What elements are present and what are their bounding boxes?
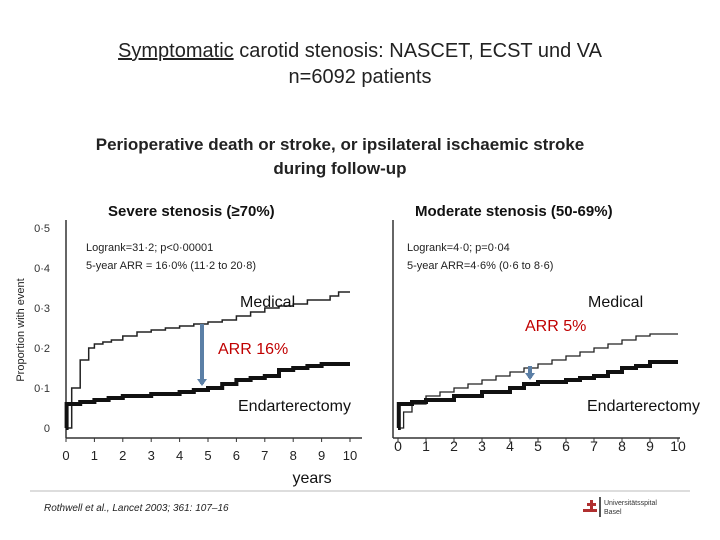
x-tick-label: 8 bbox=[290, 448, 297, 463]
y-tick-label: 0·2 bbox=[34, 343, 50, 355]
right-series-medical bbox=[398, 333, 678, 429]
y-axis-label: Proportion with event bbox=[15, 278, 27, 381]
x-tick-label: 4 bbox=[506, 438, 514, 454]
right-panel-title: Moderate stenosis (50-69%) bbox=[415, 203, 613, 220]
right-series-endarterectomy bbox=[396, 360, 678, 430]
x-tick-label: 0 bbox=[394, 438, 402, 454]
y-tick-label: 0·5 bbox=[34, 223, 50, 235]
x-axis-label: years bbox=[292, 470, 331, 487]
logo-divider bbox=[599, 497, 601, 517]
left-series-medical bbox=[66, 291, 350, 429]
arr-arrowhead bbox=[525, 373, 535, 380]
x-tick-label: 2 bbox=[450, 438, 458, 454]
left-series-endarterectomy bbox=[64, 362, 350, 430]
x-tick-label: 3 bbox=[478, 438, 486, 454]
subtitle-line2: during follow-up bbox=[273, 159, 407, 178]
right-endarterectomy-label: Endarterectomy bbox=[587, 398, 700, 415]
right-stat-line2: 5-year ARR=4·6% (0·6 to 8·6) bbox=[407, 260, 553, 272]
x-tick-label: 6 bbox=[562, 438, 570, 454]
hospital-logo: Universitätsspital Basel bbox=[583, 497, 657, 517]
left-arr-label: ARR 16% bbox=[218, 341, 288, 358]
x-tick-label: 1 bbox=[91, 448, 98, 463]
x-tick-label: 9 bbox=[646, 438, 654, 454]
left-panel-title: Severe stenosis (≥70%) bbox=[108, 203, 275, 220]
x-tick-label: 2 bbox=[119, 448, 126, 463]
left-medical-label: Medical bbox=[240, 294, 295, 311]
x-tick-label: 8 bbox=[618, 438, 626, 454]
y-tick-label: 0·4 bbox=[34, 263, 50, 275]
left-stat-line1: Logrank=31·2; p<0·00001 bbox=[86, 242, 213, 254]
citation: Rothwell et al., Lancet 2003; 361: 107–1… bbox=[44, 503, 229, 514]
x-tick-label: 1 bbox=[422, 438, 430, 454]
x-tick-label: 3 bbox=[148, 448, 155, 463]
x-tick-label: 5 bbox=[534, 438, 542, 454]
x-tick-label: 7 bbox=[261, 448, 268, 463]
logo-line2: Basel bbox=[604, 509, 622, 516]
left-stat-line2: 5-year ARR = 16·0% (11·2 to 20·8) bbox=[86, 260, 256, 272]
x-tick-label: 4 bbox=[176, 448, 183, 463]
x-tick-label: 7 bbox=[590, 438, 598, 454]
x-tick-label: 9 bbox=[318, 448, 325, 463]
logo-line1: Universitätsspital bbox=[604, 500, 657, 507]
x-tick-label: 10 bbox=[343, 448, 357, 463]
x-tick-label: 0 bbox=[62, 448, 69, 463]
slide-title-line2: n=6092 patients bbox=[288, 66, 432, 88]
y-tick-label: 0 bbox=[44, 423, 50, 435]
slide-title: Symptomatic carotid stenosis: NASCET, EC… bbox=[0, 40, 720, 63]
arr-arrowhead bbox=[197, 379, 207, 386]
logo-mark bbox=[590, 500, 593, 509]
title-underlined: Symptomatic bbox=[118, 40, 234, 62]
x-tick-label: 5 bbox=[204, 448, 211, 463]
left-endarterectomy-label: Endarterectomy bbox=[238, 398, 351, 415]
y-tick-label: 0·1 bbox=[34, 383, 50, 395]
x-tick-label: 10 bbox=[670, 438, 686, 454]
right-arr-label: ARR 5% bbox=[525, 318, 586, 335]
x-tick-label: 6 bbox=[233, 448, 240, 463]
title-rest: carotid stenosis: NASCET, ECST und VA bbox=[233, 40, 602, 62]
y-tick-label: 0·3 bbox=[34, 303, 50, 315]
subtitle-line1: Perioperative death or stroke, or ipsila… bbox=[95, 135, 585, 154]
right-stat-line1: Logrank=4·0; p=0·04 bbox=[407, 242, 510, 254]
logo-mark bbox=[583, 509, 597, 512]
right-medical-label: Medical bbox=[588, 294, 643, 311]
